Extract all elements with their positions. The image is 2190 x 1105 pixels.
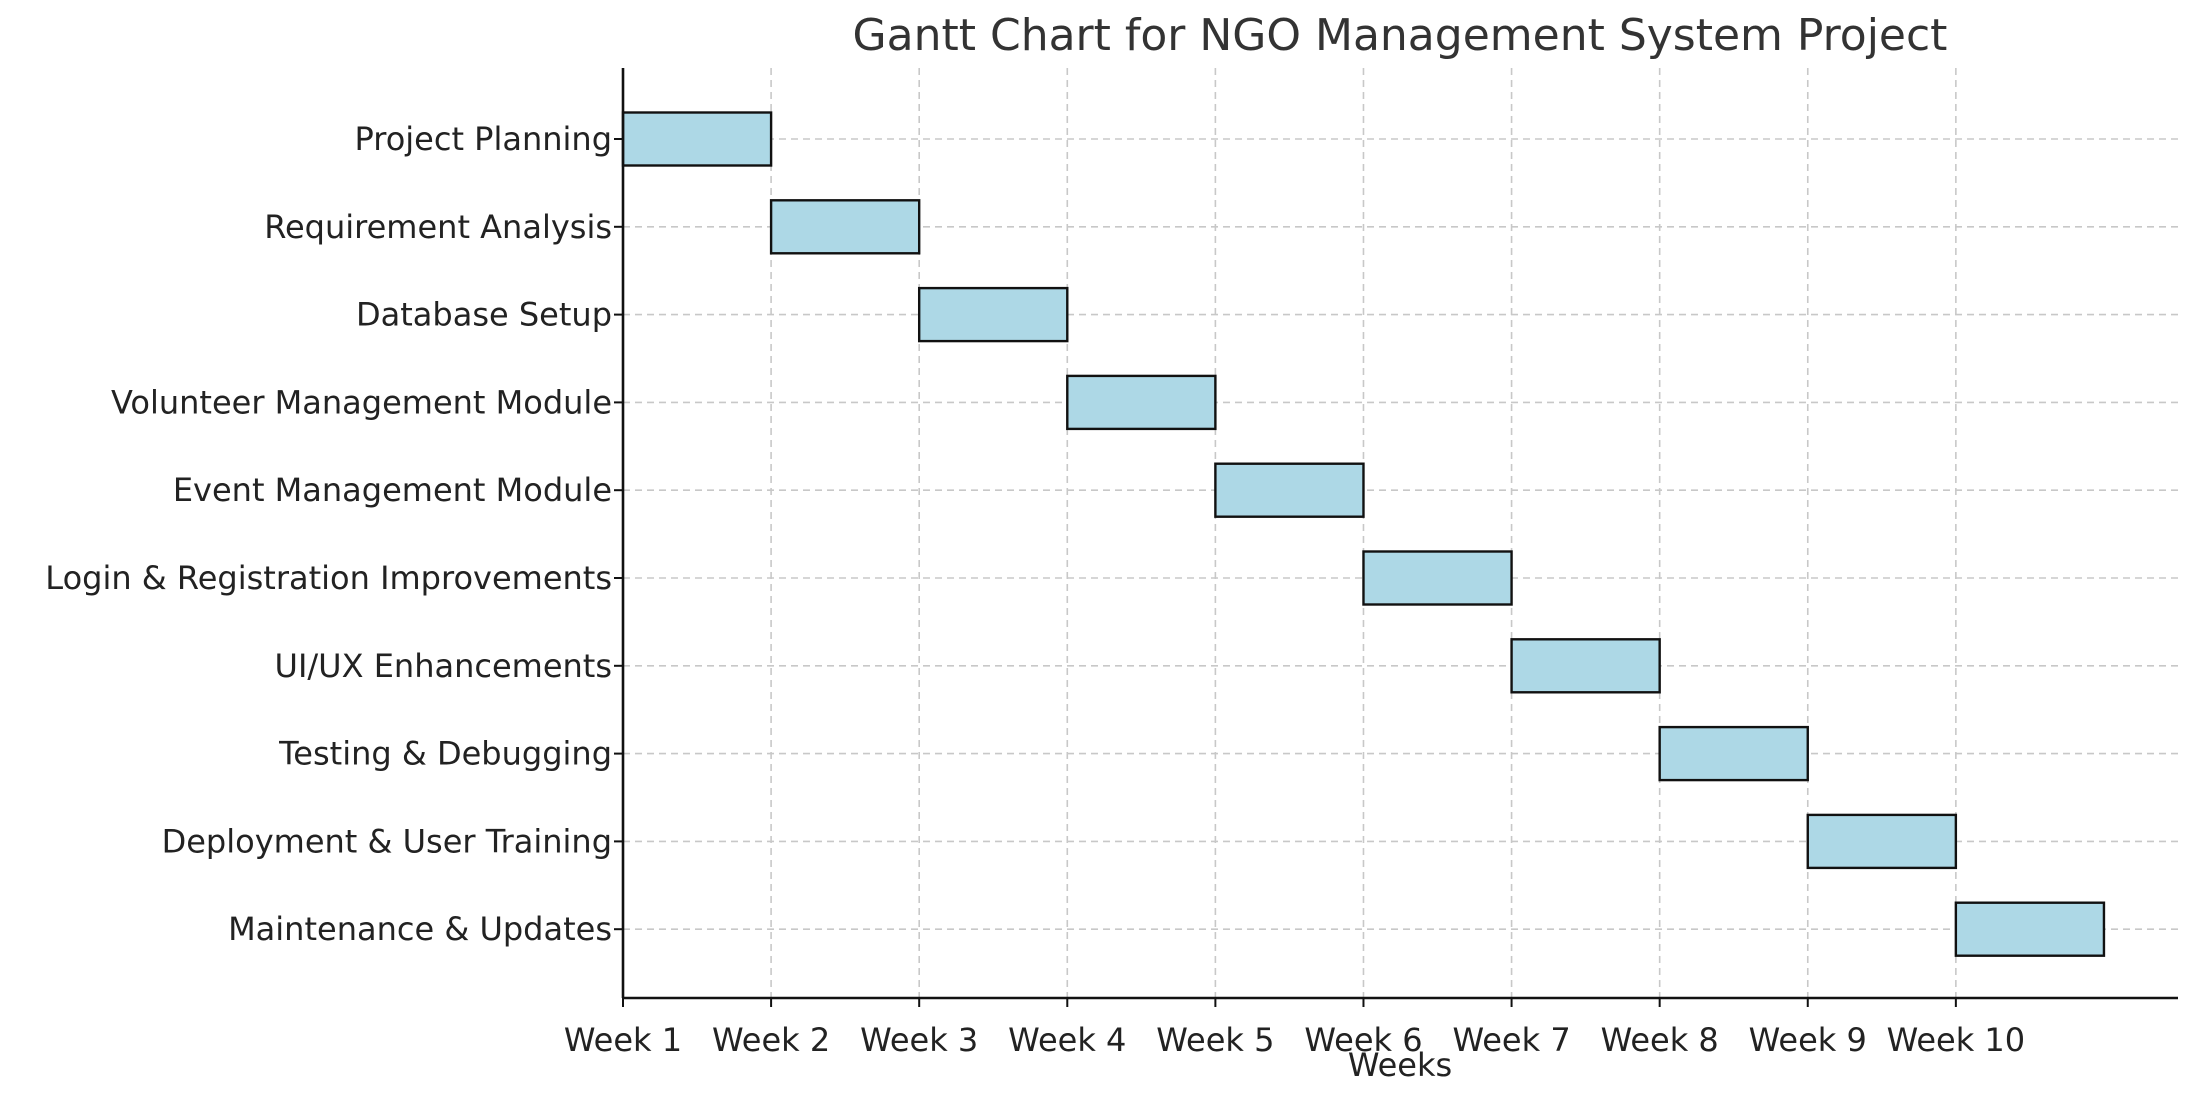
task-bar <box>917 286 1069 343</box>
task-bar <box>621 111 773 167</box>
axis-layer <box>621 68 2178 1000</box>
task-label: Database Setup <box>356 296 612 334</box>
task-label: Project Planning <box>355 120 613 158</box>
x-axis-label: Weeks <box>1348 1046 1452 1084</box>
task-bar <box>1954 901 2106 957</box>
x-tick-label: Week 2 <box>712 1021 830 1059</box>
task-bar <box>1510 638 1661 694</box>
task-bar <box>1066 374 1217 431</box>
x-tick-label: Week 7 <box>1452 1021 1570 1059</box>
task-bar <box>1362 550 1513 606</box>
label-layer: Week 1 Week 2 Week 3 Week 4 Week 5 Week 6 Week… <box>45 120 2025 1059</box>
task-bar <box>769 199 921 255</box>
x-tick-label: Week 10 <box>1887 1021 2026 1059</box>
chart-title: Gantt Chart for NGO Management System Pr… <box>853 10 1948 61</box>
x-tick-label: Week 3 <box>860 1021 978 1059</box>
task-label: Event Management Module <box>173 471 612 509</box>
bar-layer <box>621 111 2106 957</box>
task-label: Deployment & User Training <box>162 822 612 860</box>
task-bar <box>1658 725 1809 782</box>
x-tick-label: Week 6 <box>1304 1021 1422 1059</box>
task-label: Volunteer Management Module <box>111 383 612 421</box>
task-label: UI/UX Enhancements <box>275 647 612 685</box>
x-tick-label: Week 5 <box>1156 1021 1274 1059</box>
task-label: Login & Registration Improvements <box>45 559 612 597</box>
x-tick-label: Week 9 <box>1749 1021 1867 1059</box>
task-label: Maintenance & Updates <box>228 910 612 948</box>
x-tick-label: Week 8 <box>1601 1021 1719 1059</box>
task-bar <box>1214 462 1365 518</box>
x-tick-label: Week 1 <box>564 1021 682 1059</box>
task-label: Requirement Analysis <box>264 208 612 246</box>
task-bar <box>1806 813 1958 870</box>
x-tick-label: Week 4 <box>1008 1021 1126 1059</box>
task-label: Testing & Debugging <box>278 735 612 773</box>
